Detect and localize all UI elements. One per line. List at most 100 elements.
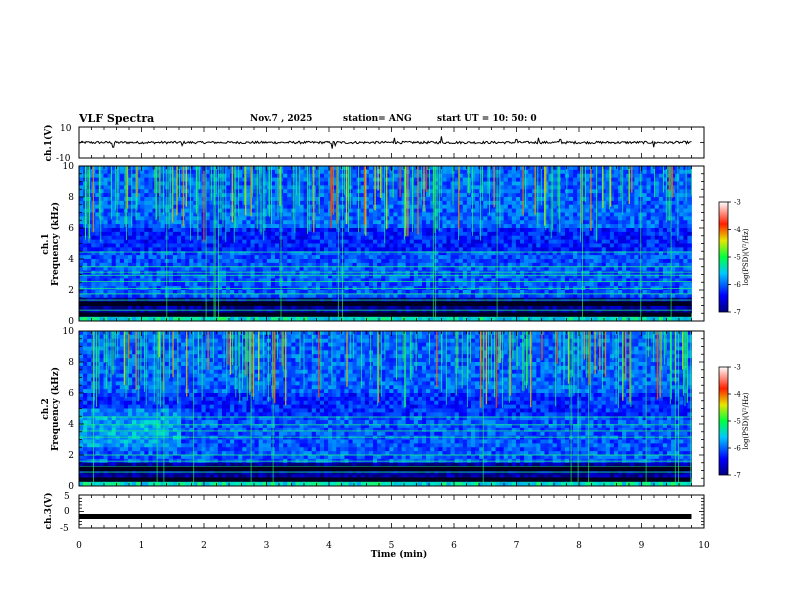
spectrogram-cell [434,243,439,248]
spectrogram-cell [658,231,664,237]
spectrogram-cell [536,200,541,206]
spectrogram-cell [381,197,386,202]
spectrogram-cell [381,243,386,248]
spectrogram-cell [307,290,313,295]
spectrogram-cell [634,197,639,202]
spectrogram-cell [144,212,149,217]
spectrogram-cell [144,239,149,244]
spectrogram-cell [491,255,496,260]
spectrogram-cell [426,166,431,171]
spectrogram-cell [254,239,260,244]
spectrogram-cell [495,282,500,287]
spectrogram-cell [275,235,280,241]
spectrogram-cell [626,200,631,206]
spectrogram-cell [377,177,382,182]
spectrogram-cell [471,189,476,194]
spectrogram-cell [654,216,660,221]
spectrogram-cell [213,212,219,217]
spectrogram-cell [618,193,623,198]
spectrogram-cell [605,262,611,268]
spectrogram-cell [238,228,243,233]
spectrogram-cell [344,262,349,268]
spectrogram-cell [454,181,460,186]
spectrogram-cell [675,216,680,221]
spectrogram-cell [177,231,182,237]
spectrogram-cell [585,216,590,221]
spectrogram-cell [577,173,582,179]
spectrogram-cell [626,166,631,171]
spectrogram-cell [283,270,288,275]
spectrogram-cell [585,228,590,233]
spectrogram-cell [319,208,325,213]
spectrogram-cell [283,231,288,237]
spectrogram-cell [79,173,84,179]
spectrogram-cell [344,235,349,241]
spectrogram-cell [426,173,431,179]
spectrogram-cell [430,208,435,213]
spectrogram-cell [193,231,198,237]
spectrogram-cell [238,255,243,260]
spectrogram-cell [630,247,635,252]
spectrogram-cell [507,212,513,217]
spectrogram-cell [209,259,215,264]
spectrogram-cell [148,266,153,272]
spectrogram-cell [560,200,566,206]
spectrogram-cell [438,220,443,225]
spectrogram-cell [454,251,460,256]
spectrogram-cell [275,220,280,225]
spectrogram-cell [462,189,468,194]
spectrogram-cell [626,193,631,198]
spectrogram-cell [136,220,141,225]
spectrogram-cell [250,270,255,275]
spectrogram-cell [324,266,329,272]
spectrogram-cell [160,262,166,268]
spectrogram-cell [132,231,137,237]
spectrogram-cell [270,243,276,248]
spectrogram-cell [226,208,231,213]
spectrogram-cell [426,243,431,248]
spectrogram-cell [352,255,358,260]
spectrogram-cell [168,262,174,268]
spectrogram-cell [511,193,517,198]
spectrogram-cell [332,231,337,237]
spectrogram-cell [83,290,88,295]
spectrogram-cell [683,208,688,213]
spectrogram-cell [475,208,480,213]
spectrogram-cell [491,224,496,229]
spectrogram-cell [144,282,149,287]
spectrogram-cell [556,220,562,225]
spectrogram-cell [401,189,407,194]
spectrogram-cell [552,208,558,213]
spectrogram-cell [295,231,300,237]
spectrogram-cell [642,189,647,194]
spectrogram-cell [295,262,300,268]
spectrogram-cell [107,166,113,171]
spectrogram-cell [87,282,92,287]
spectrogram-cell [426,220,431,225]
spectrogram-cell [458,220,464,225]
spectrogram-cell [189,262,194,268]
spectrogram-cell [409,197,415,202]
spectrogram-cell [360,204,366,210]
spectrogram-cell [683,177,688,182]
spectrogram-cell [160,166,166,171]
spectrogram-cell [140,259,145,264]
spectrogram-cell [201,278,206,283]
spectrogram-cell [434,251,439,256]
spectrogram-cell [560,243,566,248]
spectrogram-cell [95,228,100,233]
spectrogram-cell [193,251,198,256]
spectrogram-cell [385,228,390,233]
spectrogram-cell [221,239,227,244]
spectrogram-cell [352,200,358,206]
spectrogram-cell [107,255,113,260]
spectrogram-cell [544,231,549,237]
spectrogram-cell [671,266,676,272]
spectrogram-cell [205,290,211,295]
spectrogram-cell [679,166,684,171]
spectrogram-cell [136,235,141,241]
spectrogram-cell [226,266,231,272]
spectrogram-cell [552,231,558,237]
spectrogram-cell [381,290,386,295]
spectrogram-cell [119,185,125,190]
